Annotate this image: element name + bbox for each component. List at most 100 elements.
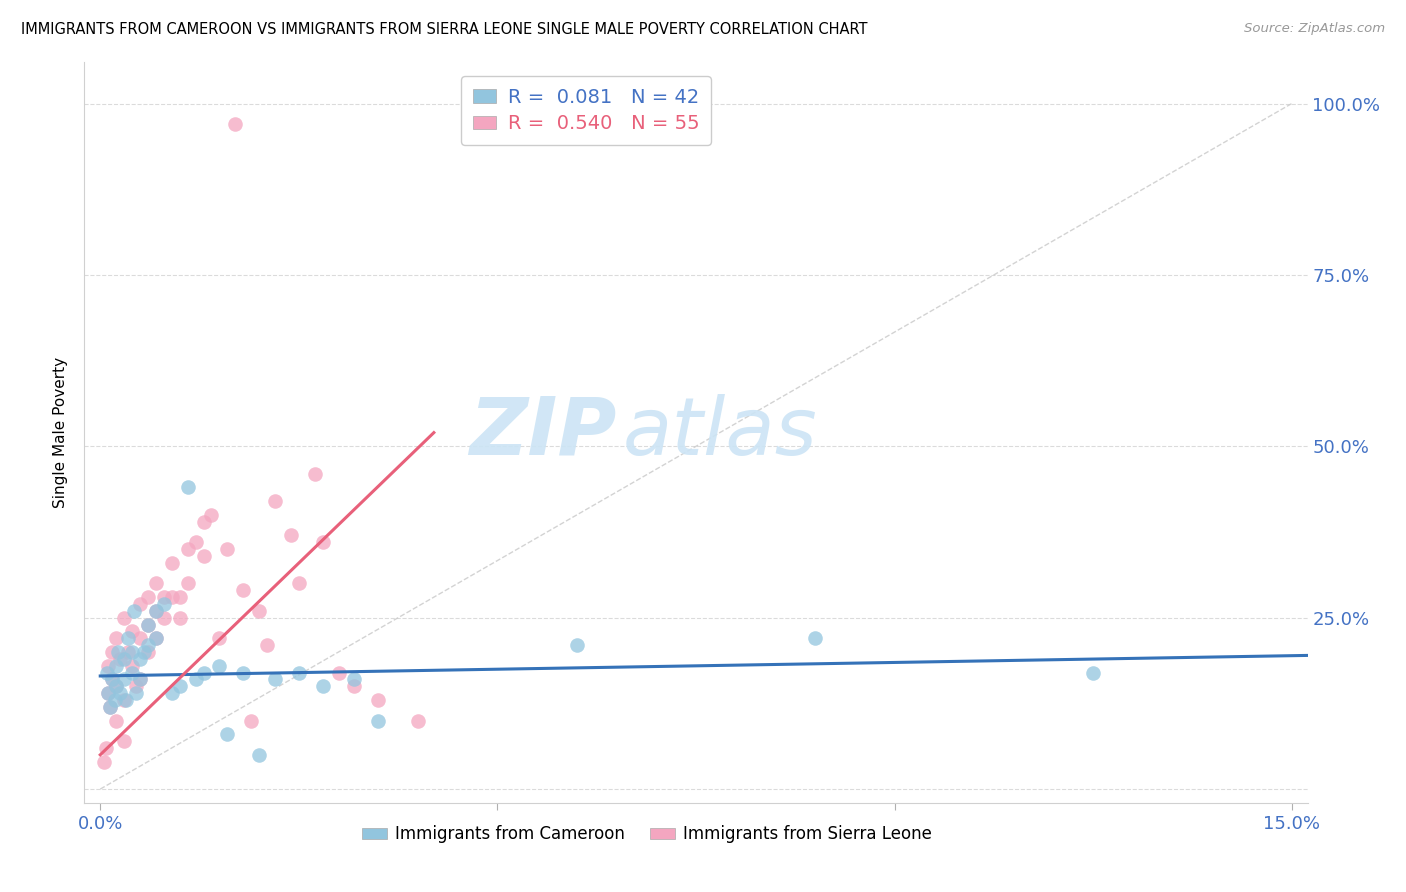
Point bbox=[98, 699, 121, 714]
Point bbox=[169, 679, 191, 693]
Point bbox=[94, 741, 117, 756]
Point bbox=[117, 632, 139, 646]
Point bbox=[176, 480, 198, 494]
Point bbox=[105, 679, 128, 693]
Point bbox=[343, 679, 366, 693]
Y-axis label: Single Male Poverty: Single Male Poverty bbox=[53, 357, 69, 508]
Point bbox=[108, 652, 131, 666]
Point bbox=[105, 679, 128, 693]
Point bbox=[176, 542, 198, 557]
Point bbox=[240, 714, 263, 728]
Point bbox=[247, 604, 270, 618]
Point bbox=[304, 467, 326, 481]
Point bbox=[367, 693, 389, 707]
Point bbox=[129, 632, 152, 646]
Point bbox=[105, 714, 128, 728]
Point bbox=[145, 576, 167, 591]
Text: Source: ZipAtlas.com: Source: ZipAtlas.com bbox=[1244, 22, 1385, 36]
Point bbox=[129, 652, 152, 666]
Point bbox=[97, 686, 120, 700]
Point bbox=[160, 556, 183, 570]
Point bbox=[121, 645, 143, 659]
Point bbox=[145, 632, 167, 646]
Point bbox=[193, 549, 215, 563]
Point bbox=[97, 686, 120, 700]
Point bbox=[176, 576, 198, 591]
Point bbox=[98, 699, 121, 714]
Point bbox=[256, 638, 278, 652]
Point bbox=[121, 665, 143, 680]
Point bbox=[136, 638, 159, 652]
Point bbox=[117, 645, 139, 659]
Point bbox=[105, 632, 128, 646]
Point bbox=[152, 611, 174, 625]
Text: atlas: atlas bbox=[623, 393, 817, 472]
Point bbox=[208, 632, 231, 646]
Point bbox=[280, 528, 302, 542]
Point bbox=[160, 590, 183, 604]
Point bbox=[565, 638, 588, 652]
Point bbox=[129, 597, 152, 611]
Point bbox=[152, 597, 174, 611]
Point bbox=[112, 693, 135, 707]
Point bbox=[101, 645, 124, 659]
Point bbox=[121, 624, 143, 639]
Point bbox=[114, 693, 136, 707]
Point bbox=[125, 686, 148, 700]
Point bbox=[224, 117, 246, 131]
Point bbox=[136, 645, 159, 659]
Point bbox=[112, 734, 135, 748]
Point bbox=[217, 727, 239, 741]
Point bbox=[129, 673, 152, 687]
Point bbox=[105, 658, 128, 673]
Point bbox=[96, 665, 118, 680]
Point bbox=[208, 658, 231, 673]
Point bbox=[343, 673, 366, 687]
Point bbox=[101, 673, 124, 687]
Point bbox=[125, 679, 148, 693]
Point bbox=[288, 665, 311, 680]
Point bbox=[145, 604, 167, 618]
Point bbox=[97, 658, 120, 673]
Point bbox=[101, 673, 124, 687]
Point bbox=[108, 686, 131, 700]
Point bbox=[184, 673, 207, 687]
Point bbox=[217, 542, 239, 557]
Point bbox=[103, 693, 125, 707]
Point bbox=[200, 508, 222, 522]
Point bbox=[112, 652, 135, 666]
Point bbox=[311, 679, 333, 693]
Point bbox=[169, 611, 191, 625]
Point bbox=[160, 686, 183, 700]
Point bbox=[169, 590, 191, 604]
Point bbox=[193, 515, 215, 529]
Point bbox=[136, 590, 159, 604]
Point bbox=[122, 604, 145, 618]
Point bbox=[184, 535, 207, 549]
Point bbox=[264, 673, 287, 687]
Point bbox=[112, 611, 135, 625]
Legend: Immigrants from Cameroon, Immigrants from Sierra Leone: Immigrants from Cameroon, Immigrants fro… bbox=[356, 819, 939, 850]
Point bbox=[112, 673, 135, 687]
Point bbox=[93, 755, 115, 769]
Point bbox=[232, 665, 254, 680]
Point bbox=[264, 494, 287, 508]
Point bbox=[406, 714, 429, 728]
Point bbox=[247, 747, 270, 762]
Point bbox=[136, 617, 159, 632]
Point bbox=[1081, 665, 1104, 680]
Point bbox=[311, 535, 333, 549]
Point bbox=[132, 645, 155, 659]
Point bbox=[288, 576, 311, 591]
Point bbox=[328, 665, 350, 680]
Point bbox=[107, 645, 129, 659]
Point bbox=[804, 632, 827, 646]
Point bbox=[129, 673, 152, 687]
Point bbox=[145, 632, 167, 646]
Text: IMMIGRANTS FROM CAMEROON VS IMMIGRANTS FROM SIERRA LEONE SINGLE MALE POVERTY COR: IMMIGRANTS FROM CAMEROON VS IMMIGRANTS F… bbox=[21, 22, 868, 37]
Point bbox=[121, 658, 143, 673]
Text: ZIP: ZIP bbox=[470, 393, 616, 472]
Point bbox=[136, 617, 159, 632]
Point bbox=[193, 665, 215, 680]
Point bbox=[232, 583, 254, 598]
